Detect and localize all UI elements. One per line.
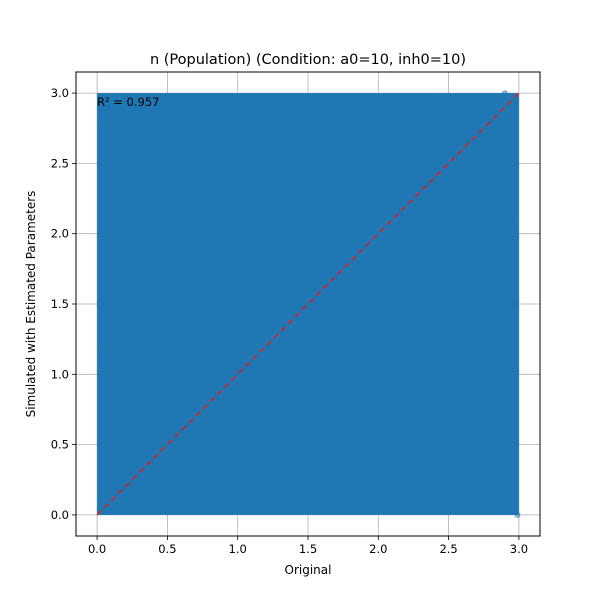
data-point [96,118,103,125]
data-point [276,202,283,209]
data-point [445,504,452,511]
point-cloud [97,93,519,515]
data-point [96,371,103,378]
data-point [206,111,213,118]
y-tick-label: 2.0 [51,227,69,241]
data-point [501,90,508,97]
x-axis-label: Original [285,563,332,577]
data-point [108,104,115,111]
data-point [276,160,283,167]
data-point [501,378,508,385]
data-point [136,399,143,406]
x-tick-label: 1.5 [299,542,317,556]
data-point [375,160,382,167]
data-point [122,97,129,104]
data-point [262,104,269,111]
x-tick-label: 2.0 [369,542,387,556]
data-point [508,146,515,153]
data-point [508,216,515,223]
y-tick-label: 2.5 [51,156,69,170]
data-point [178,230,185,237]
data-point [445,118,452,125]
data-layer [96,90,521,518]
x-tick-label: 2.5 [439,542,457,556]
data-point [150,244,157,251]
data-point [234,146,241,153]
data-point [319,174,326,181]
data-point [206,174,213,181]
data-point [480,427,487,434]
data-point [347,455,354,462]
y-tick-label: 0.0 [51,508,69,522]
y-tick-label: 0.5 [51,438,69,452]
data-point [431,413,438,420]
r-squared-annotation: R² = 0.957 [97,95,159,109]
data-point [473,385,480,392]
data-point [122,188,129,195]
data-point [403,343,410,350]
data-point [347,97,354,104]
data-point [248,244,255,251]
data-point [431,329,438,336]
data-point [417,469,424,476]
ticks: 0.0 0.5 1.0 1.5 2.0 2.5 3.0 0.0 0.5 1.0 1.5 2.0 2.5 3… [51,86,528,556]
data-point [206,357,213,364]
data-point [262,286,269,293]
data-point [164,300,171,307]
data-point [220,216,227,223]
data-point [445,441,452,448]
data-point [143,146,150,153]
data-point [333,146,340,153]
data-point [304,504,311,511]
data-point [459,483,466,490]
data-point [514,511,521,518]
data-point [96,504,103,511]
data-point [234,441,241,448]
chart-title: n (Population) (Condition: a0=10, inh0=1… [150,52,466,68]
data-point [164,188,171,195]
y-tick-label: 1.0 [51,367,69,381]
data-point [375,258,382,265]
data-point [304,371,311,378]
data-point [431,92,438,99]
x-tick-label: 0.0 [88,542,106,556]
x-tick-label: 0.5 [158,542,176,556]
y-axis-label: Simulated with Estimated Parameters [24,191,38,418]
data-point [487,202,494,209]
data-point [508,286,515,293]
data-point [501,258,508,265]
y-tick-label: 1.5 [51,297,69,311]
data-point [96,230,103,237]
data-point [494,490,501,497]
x-tick-label: 1.0 [229,542,247,556]
data-point [164,118,171,125]
data-point [108,343,115,350]
data-point [129,272,136,279]
data-point [459,286,466,293]
y-tick-label: 3.0 [51,86,69,100]
data-point [136,104,143,111]
x-tick-label: 3.0 [510,542,528,556]
data-point [101,97,108,104]
data-point [389,132,396,139]
data-point [487,315,494,322]
